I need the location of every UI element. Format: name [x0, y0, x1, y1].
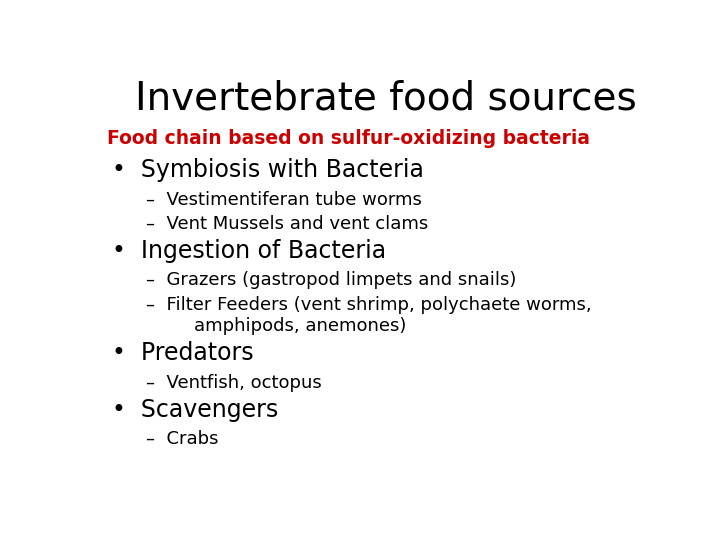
Text: •  Predators: • Predators: [112, 341, 254, 365]
Text: –  Vent Mussels and vent clams: – Vent Mussels and vent clams: [145, 215, 428, 233]
Text: •  Ingestion of Bacteria: • Ingestion of Bacteria: [112, 239, 387, 263]
Text: –  Ventfish, octopus: – Ventfish, octopus: [145, 374, 322, 391]
Text: amphipods, anemones): amphipods, anemones): [171, 317, 406, 335]
Text: –  Vestimentiferan tube worms: – Vestimentiferan tube worms: [145, 191, 422, 209]
Text: –  Grazers (gastropod limpets and snails): – Grazers (gastropod limpets and snails): [145, 272, 516, 289]
Text: Food chain based on sulfur-oxidizing bacteria: Food chain based on sulfur-oxidizing bac…: [107, 129, 590, 149]
Text: –  Filter Feeders (vent shrimp, polychaete worms,: – Filter Feeders (vent shrimp, polychaet…: [145, 295, 591, 314]
Text: –  Crabs: – Crabs: [145, 430, 218, 448]
Text: Invertebrate food sources: Invertebrate food sources: [135, 79, 636, 117]
Text: •  Scavengers: • Scavengers: [112, 398, 279, 422]
Text: •  Symbiosis with Bacteria: • Symbiosis with Bacteria: [112, 158, 424, 183]
